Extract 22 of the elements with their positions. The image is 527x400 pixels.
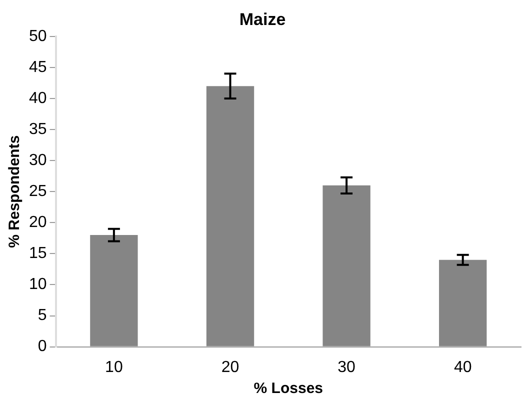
bar bbox=[206, 86, 254, 346]
y-tick-label: 25 bbox=[29, 183, 47, 200]
y-tick-label: 0 bbox=[38, 338, 47, 356]
x-tick-label: 20 bbox=[221, 358, 240, 376]
bar bbox=[439, 260, 487, 346]
bar bbox=[322, 185, 370, 346]
x-tick-label: 10 bbox=[105, 358, 123, 376]
y-tick-label: 10 bbox=[29, 276, 47, 294]
y-tick-label: 40 bbox=[29, 90, 47, 107]
y-tick-label: 30 bbox=[29, 152, 47, 169]
y-tick-label: 5 bbox=[38, 307, 47, 324]
y-axis-title: % Respondents bbox=[6, 135, 24, 248]
x-tick-label: 40 bbox=[454, 358, 472, 376]
chart-title: Maize bbox=[239, 10, 286, 29]
y-tick-label: 20 bbox=[29, 214, 47, 232]
x-tick-label: 30 bbox=[338, 358, 356, 376]
y-tick-label: 50 bbox=[29, 28, 47, 45]
y-tick-label: 15 bbox=[29, 245, 47, 262]
bar bbox=[90, 235, 138, 346]
y-tick-label: 45 bbox=[29, 58, 47, 76]
x-axis-title: % Losses bbox=[254, 380, 323, 398]
y-tick-label: 35 bbox=[29, 120, 47, 138]
